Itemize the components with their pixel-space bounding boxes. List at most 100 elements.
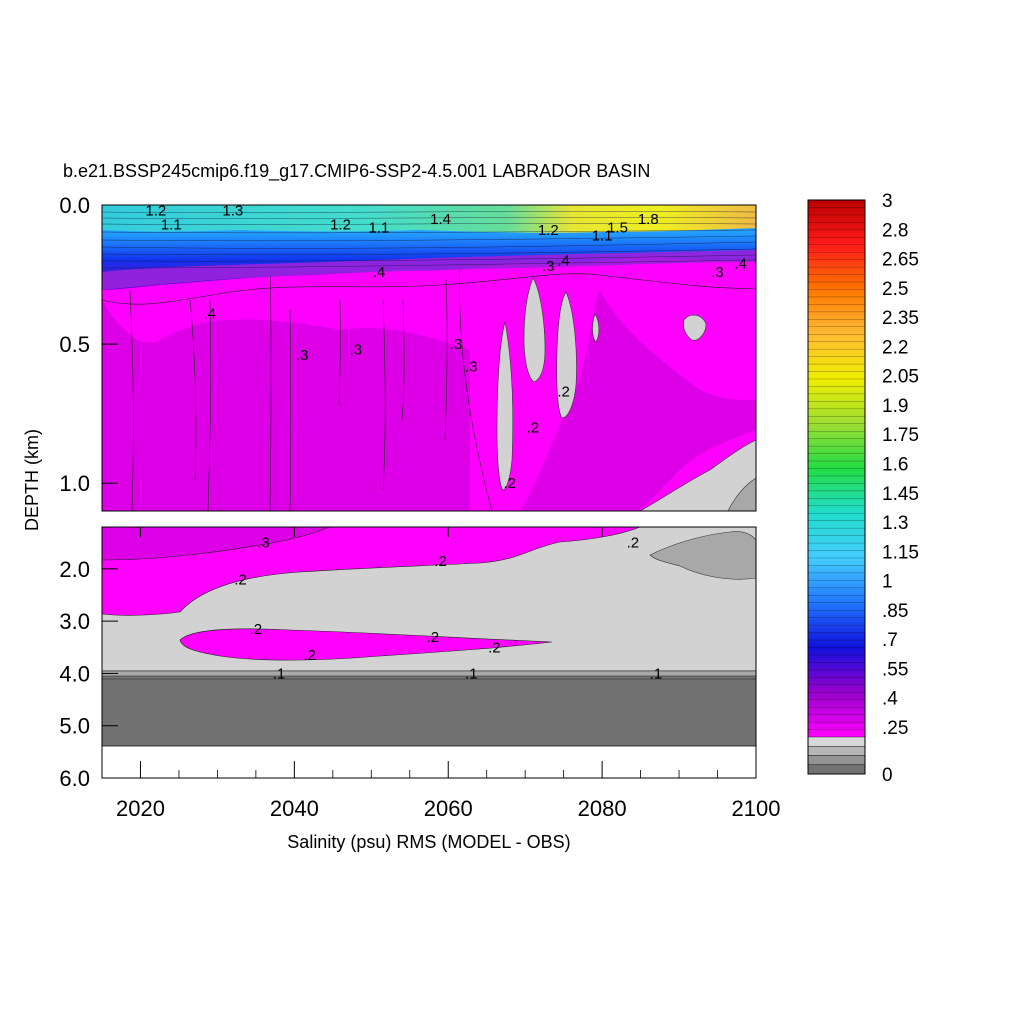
contour-label: 1.1 <box>369 219 390 236</box>
contour-label: .2 <box>488 639 501 656</box>
colorbar-label: 1.9 <box>882 396 908 417</box>
colorbar-label: 2.35 <box>882 308 919 329</box>
colorbar-label: .7 <box>882 630 898 651</box>
colorbar-frame <box>807 199 866 775</box>
upper-panel: 1.21.11.31.2 1.1 1.41.2 1.11.5 1.8.4.4.3.4.3… <box>102 203 756 511</box>
magenta-lens <box>179 628 553 661</box>
contour-label: .4 <box>373 264 386 281</box>
gray-lens-2 <box>496 321 514 491</box>
y-axis-label: DEPTH (km) <box>22 429 42 531</box>
colorbar-label: 1.3 <box>882 513 908 534</box>
contour-label: .2 <box>557 383 570 400</box>
contour-label: 1.1 <box>592 228 613 245</box>
y-tick-label: 2.0 <box>59 557 90 582</box>
contour-label: .3 <box>465 358 478 375</box>
contour-label: 1.4 <box>430 211 451 228</box>
y-tick-label: 6.0 <box>59 766 90 791</box>
contour-label: .3 <box>257 535 270 552</box>
contour-label: .4 <box>557 253 570 270</box>
contour-label: .3 <box>711 264 724 281</box>
contour-label: 1.5 <box>607 219 628 236</box>
axes: 2020 2040 2060 2080 2100 0.0 0.5 1.0 2.0 3.0 4.0 5.… <box>59 193 780 821</box>
x-tick-label: 2080 <box>578 796 627 821</box>
dark-magenta-band-right <box>520 290 756 511</box>
x-tick-label: 2020 <box>116 796 165 821</box>
contour-label: .1 <box>273 665 286 682</box>
colorbar: 3 2.8 2.65 2.5 2.35 2.2 2.05 1.9 1.75 1.6 1.45 1.3 1… <box>807 191 919 786</box>
deep-dark-gray <box>102 676 756 746</box>
contour-label: .3 <box>450 336 463 353</box>
x-tick-label: 2060 <box>424 796 473 821</box>
colorbar-label: .25 <box>882 718 908 739</box>
colorbar-label: 1.45 <box>882 484 919 505</box>
x-tick-label: 2040 <box>270 796 319 821</box>
y-tick-label: 1.0 <box>59 471 90 496</box>
y-tick-label: 5.0 <box>59 714 90 739</box>
contour-label: .3 <box>542 258 555 275</box>
colorbar-gray-bin <box>807 764 866 775</box>
gray-lens-3 <box>556 291 577 419</box>
contour-label: .2 <box>250 621 263 638</box>
contour-label: 1.2 <box>538 222 559 239</box>
contour-label: .2 <box>434 553 447 570</box>
colorbar-label: 1 <box>882 572 893 593</box>
colorbar-label: 2.2 <box>882 337 908 358</box>
colorbar-label: 3 <box>882 191 893 212</box>
deep-gray-line <box>102 670 756 676</box>
contour-label: .2 <box>527 420 540 437</box>
y-tick-label: 4.0 <box>59 661 90 686</box>
upper-contour-labels: 1.21.11.31.2 1.1 1.41.2 1.11.5 1.8.4.4.3.4.3… <box>145 203 747 492</box>
y-tick-label: 3.0 <box>59 609 90 634</box>
colorbar-label: 2.05 <box>882 367 919 388</box>
contour-label: .4 <box>734 255 747 272</box>
no-data-region <box>102 746 756 778</box>
contour-label: 1.2 <box>145 203 166 220</box>
y-tick-label: 0.0 <box>59 193 90 218</box>
gray-lens-1 <box>523 277 546 383</box>
contour-label: .2 <box>627 535 640 552</box>
chart-title: b.e21.BSSP245cmip6.f19_g17.CMIP6-SSP2-4.… <box>63 161 650 182</box>
gray-corner <box>639 439 756 511</box>
contour-label: .4 <box>203 305 216 322</box>
colorbar-label: 0 <box>882 765 893 786</box>
contour-label: 1.1 <box>161 216 182 233</box>
contour-label: 1.8 <box>638 211 659 228</box>
magenta-top-dark <box>102 527 331 561</box>
upper-frame <box>101 204 757 512</box>
colorbar-gray-bin <box>807 755 866 765</box>
lower-frame <box>101 526 757 779</box>
colorbar-label: 2.65 <box>882 250 919 271</box>
contour-label: .2 <box>427 629 440 646</box>
contour-label: 1.2 <box>330 216 351 233</box>
lower-panel: .3 .2 .2 .2 .2 .2 .2 .2 .1 .1 .1 <box>102 527 756 778</box>
mid-gray-corner <box>727 477 756 511</box>
colorbar-gray-bin <box>807 746 866 756</box>
colorbar-label: 2.8 <box>882 220 908 241</box>
contour-label: .3 <box>296 347 309 364</box>
colorbar-label: 1.75 <box>882 425 919 446</box>
colorbar-label: 1.6 <box>882 455 908 476</box>
gray-lens-4 <box>592 313 600 343</box>
colorbar-label: 1.15 <box>882 542 919 563</box>
colorbar-label: .85 <box>882 601 908 622</box>
gray-lens-5 <box>683 314 707 341</box>
colorbar-label: .55 <box>882 659 908 680</box>
x-tick-label: 2100 <box>732 796 781 821</box>
deep-contours <box>102 670 756 680</box>
contour-streaks <box>102 259 756 511</box>
y-tick-label: 0.5 <box>59 332 90 357</box>
contour-label: .2 <box>504 475 517 492</box>
colorbar-label: .4 <box>882 689 898 710</box>
lower-contour-labels: .3 .2 .2 .2 .2 .2 .2 .2 .1 .1 .1 <box>234 535 662 683</box>
mid-gray-patch <box>649 531 756 580</box>
contour-label: 1.3 <box>222 203 243 220</box>
x-axis-label: Salinity (psu) RMS (MODEL - OBS) <box>287 832 570 852</box>
contour-label: .1 <box>650 665 663 682</box>
contour-label: .3 <box>350 342 363 359</box>
contour-label: .1 <box>465 665 478 682</box>
colorbar-label: 2.5 <box>882 279 908 300</box>
colorbar-gray-bin <box>807 736 866 747</box>
contour-label: .2 <box>234 571 247 588</box>
purple-fringe <box>102 250 756 290</box>
